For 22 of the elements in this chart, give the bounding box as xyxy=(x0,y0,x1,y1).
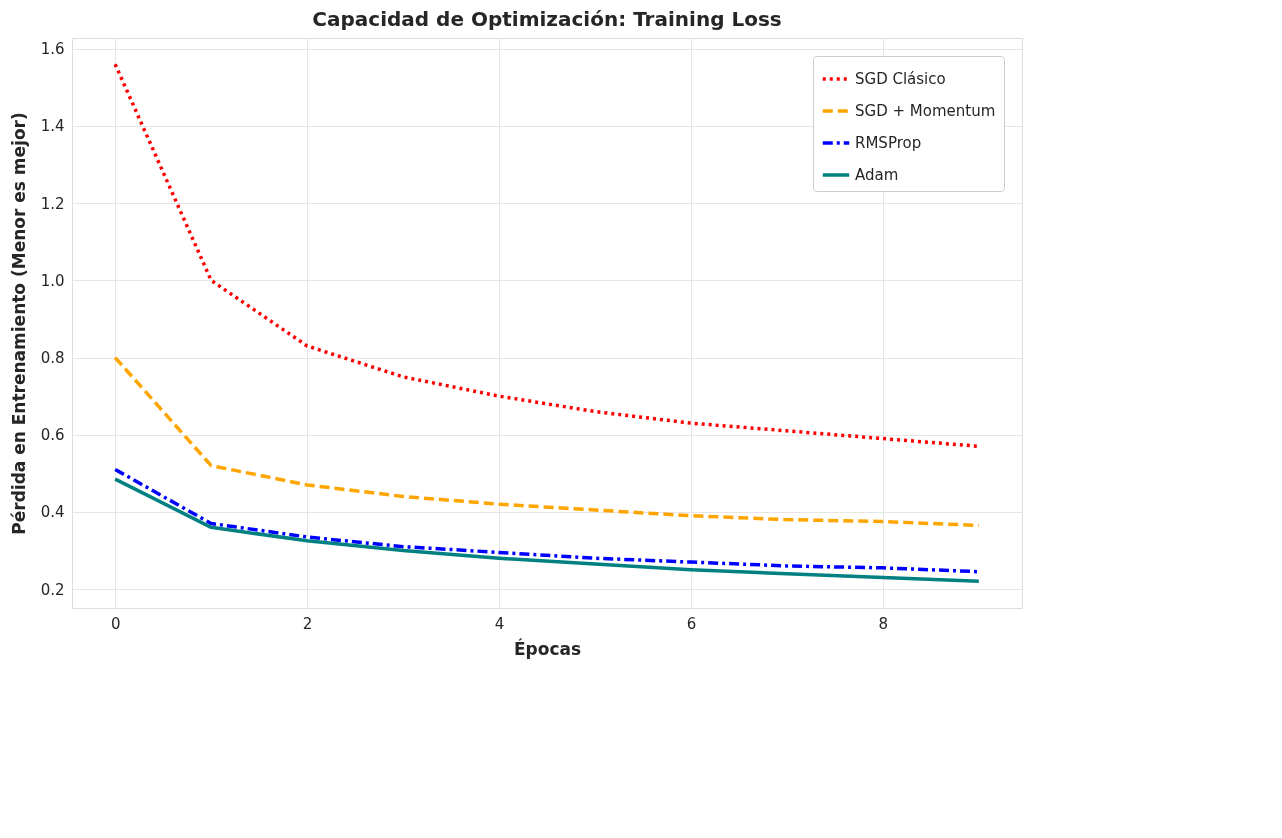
legend-label: SGD + Momentum xyxy=(855,102,996,120)
line-series xyxy=(113,355,981,528)
x-tick-label: 4 xyxy=(494,614,505,633)
y-tick-label: 1.4 xyxy=(40,117,65,136)
y-tick-label: 0.4 xyxy=(40,503,65,522)
x-tick-label: 6 xyxy=(686,614,697,633)
line-series xyxy=(113,477,981,584)
y-tick-label: 1.0 xyxy=(40,271,65,290)
x-axis-title: Épocas xyxy=(513,637,582,659)
y-tick-label: 1.2 xyxy=(40,194,65,213)
y-axis-title: Pérdida en Entrenamiento (Menor es mejor) xyxy=(8,112,29,535)
y-tick-label: 0.6 xyxy=(40,426,65,445)
x-tick-label: 2 xyxy=(302,614,313,633)
legend-label: SGD Clásico xyxy=(855,70,946,88)
chart-title: Capacidad de Optimización: Training Loss xyxy=(312,7,782,31)
y-tick-label: 1.6 xyxy=(40,40,65,59)
y-tick-label: 0.2 xyxy=(40,580,65,599)
y-tick-label: 0.8 xyxy=(40,349,65,368)
legend-label: Adam xyxy=(855,166,899,184)
x-tick-label: 0 xyxy=(110,614,121,633)
legend-label: RMSProp xyxy=(855,134,922,152)
x-tick-label: 8 xyxy=(878,614,889,633)
